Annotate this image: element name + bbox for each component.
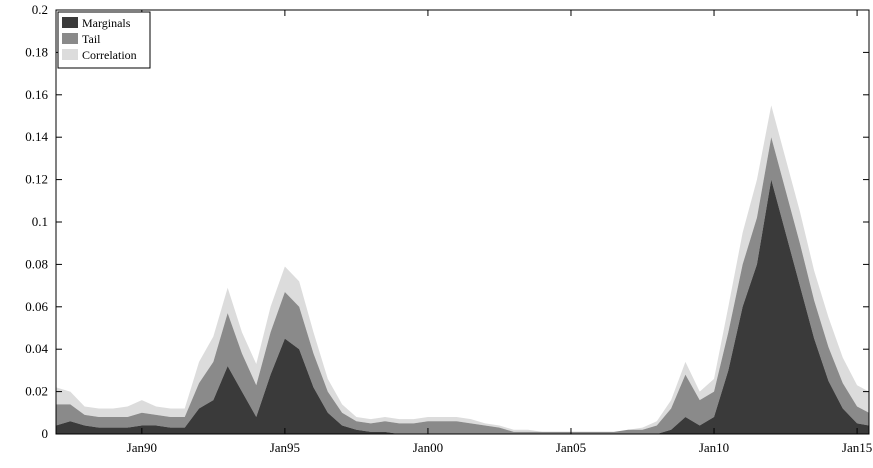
y-tick-label: 0.16 — [25, 87, 48, 102]
legend-swatch-tail — [62, 33, 78, 44]
y-tick-label: 0.1 — [32, 214, 48, 229]
x-tick-label: Jan00 — [413, 440, 443, 455]
x-tick-label: Jan15 — [842, 440, 872, 455]
y-tick-label: 0.14 — [25, 129, 48, 144]
area-layer — [56, 105, 869, 434]
y-tick-label: 0.08 — [25, 256, 48, 271]
legend-label-marginals: Marginals — [82, 16, 131, 30]
y-tick-label: 0.06 — [25, 299, 48, 314]
y-tick-label: 0.12 — [25, 172, 48, 187]
y-tick-label: 0.18 — [25, 44, 48, 59]
legend: Marginals Tail Correlation — [57, 11, 151, 69]
x-tick-label: Jan10 — [699, 440, 729, 455]
legend-swatch-correlation — [62, 49, 78, 60]
x-tick-label: Jan90 — [127, 440, 157, 455]
area-marginals — [56, 179, 869, 434]
y-tick-label: 0 — [42, 426, 49, 441]
x-tick-label: Jan95 — [270, 440, 300, 455]
y-tick-label: 0.2 — [32, 2, 48, 17]
x-tick-label: Jan05 — [556, 440, 586, 455]
y-tick-label: 0.04 — [25, 341, 48, 356]
legend-label-correlation: Correlation — [82, 48, 137, 62]
y-tick-label: 0.02 — [25, 384, 48, 399]
axis-ticks: 0 0.02 0.04 0.06 0.08 0.1 0.12 0.14 0.16 0.18 0.2 J… — [25, 2, 872, 455]
legend-label-tail: Tail — [82, 32, 101, 46]
legend-swatch-marginals — [62, 17, 78, 28]
